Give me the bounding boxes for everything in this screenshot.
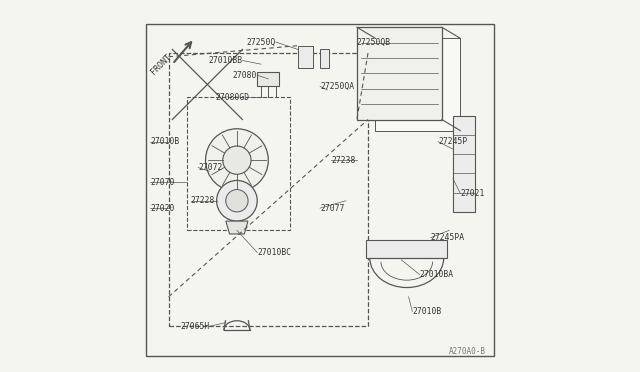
Polygon shape bbox=[226, 221, 248, 234]
FancyBboxPatch shape bbox=[298, 46, 312, 68]
Text: 27010BC: 27010BC bbox=[257, 248, 291, 257]
Text: 27072: 27072 bbox=[198, 163, 223, 172]
Text: 27080GD: 27080GD bbox=[216, 93, 250, 102]
Text: 27021: 27021 bbox=[460, 189, 484, 198]
Text: 27080: 27080 bbox=[233, 71, 257, 80]
Text: 27065H: 27065H bbox=[180, 322, 209, 331]
FancyBboxPatch shape bbox=[320, 49, 329, 68]
Circle shape bbox=[205, 129, 268, 192]
FancyBboxPatch shape bbox=[357, 27, 442, 119]
Text: 27010B: 27010B bbox=[412, 307, 442, 316]
Text: FRONT: FRONT bbox=[149, 52, 173, 76]
FancyBboxPatch shape bbox=[366, 240, 447, 258]
Circle shape bbox=[226, 190, 248, 212]
Text: 27020: 27020 bbox=[150, 203, 175, 213]
Text: 27250QB: 27250QB bbox=[357, 38, 391, 46]
FancyBboxPatch shape bbox=[376, 38, 460, 131]
Text: 27250Q: 27250Q bbox=[246, 38, 276, 46]
Text: 27070: 27070 bbox=[150, 178, 175, 187]
Text: 27010BA: 27010BA bbox=[420, 270, 454, 279]
Text: 27010BB: 27010BB bbox=[209, 56, 243, 65]
FancyBboxPatch shape bbox=[453, 116, 475, 212]
Circle shape bbox=[223, 146, 251, 174]
Text: 27245PA: 27245PA bbox=[431, 233, 465, 242]
Text: 27250QA: 27250QA bbox=[320, 82, 354, 91]
Text: 27245P: 27245P bbox=[438, 137, 467, 146]
Text: 27010B: 27010B bbox=[150, 137, 179, 146]
Text: 27077: 27077 bbox=[320, 203, 344, 213]
Text: A270A0-B: A270A0-B bbox=[449, 347, 486, 356]
Text: 27238: 27238 bbox=[331, 155, 355, 165]
FancyBboxPatch shape bbox=[257, 71, 280, 86]
Circle shape bbox=[216, 180, 257, 221]
Text: 27228: 27228 bbox=[191, 196, 215, 205]
